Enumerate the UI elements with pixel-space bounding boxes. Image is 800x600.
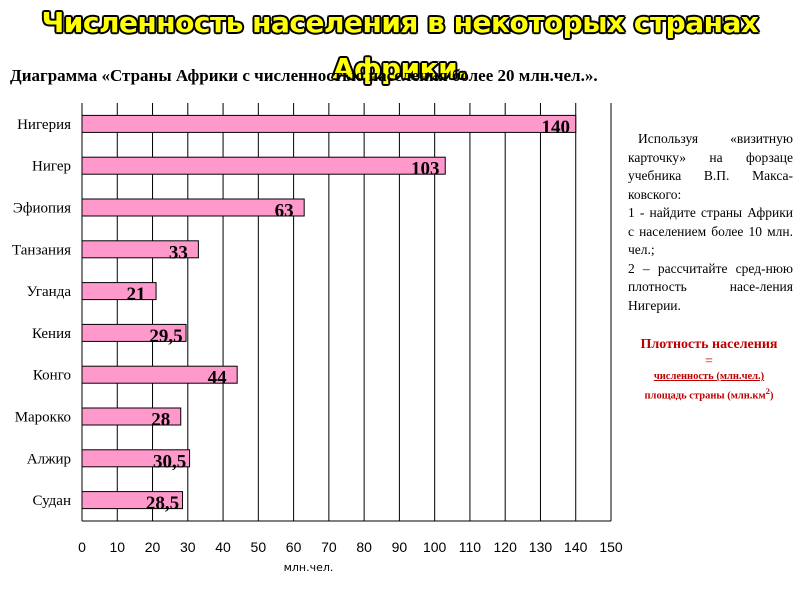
bar	[81, 240, 199, 259]
density-formula: Плотность населения = численность (млн.ч…	[624, 336, 794, 404]
bar	[81, 156, 446, 175]
x-tick-label: 60	[286, 539, 302, 555]
chart-caption: Диаграмма «Страны Африки с численностью …	[10, 66, 598, 85]
x-tick-label: 10	[109, 539, 125, 555]
data-label: 103	[411, 159, 440, 180]
task-panel: Используя «визитную карточку» на форзаце…	[628, 130, 793, 315]
bar	[81, 407, 182, 426]
task-intro: Используя «визитную карточку» на форзаце…	[628, 131, 793, 202]
x-tick-label: 20	[145, 539, 161, 555]
formula-close-paren: )	[770, 390, 774, 402]
category-label: Танзания	[12, 242, 71, 258]
x-tick-label: 0	[78, 539, 86, 555]
category-label: Эфиопия	[13, 201, 71, 217]
x-tick-label: 30	[180, 539, 196, 555]
data-label: 21	[127, 284, 146, 305]
data-label: 29,5	[149, 326, 182, 347]
category-label: Нигер	[32, 159, 71, 175]
bar	[81, 323, 187, 342]
formula-title: Плотность населения	[640, 337, 778, 352]
data-label: 30,5	[153, 451, 186, 472]
bar	[81, 114, 577, 133]
x-tick-label: 40	[215, 539, 231, 555]
x-tick-label: 90	[392, 539, 408, 555]
category-label: Уганда	[27, 284, 72, 300]
bar	[81, 282, 157, 301]
x-tick-label: 80	[356, 539, 372, 555]
data-label: 28	[151, 410, 170, 431]
formula-equals: =	[705, 354, 713, 369]
x-tick-label: 120	[494, 539, 518, 555]
category-label: Алжир	[27, 451, 71, 467]
x-tick-label: 100	[423, 539, 447, 555]
x-tick-label: 110	[459, 539, 482, 555]
category-label: Марокко	[15, 410, 71, 426]
data-label: 63	[275, 201, 294, 222]
bar	[81, 365, 238, 384]
x-tick-label: 150	[599, 539, 623, 555]
formula-denominator-text: площадь страны (млн.км	[644, 390, 766, 402]
bars	[81, 114, 577, 510]
data-label: 28,5	[146, 493, 179, 514]
task-1: 1 - найдите страны Африки с населением б…	[628, 205, 793, 257]
bar	[81, 491, 184, 510]
labels: 0 10 20 30 40 50 60 70 80 90 100 110 120 130 140 150 млн…	[12, 117, 623, 574]
formula-numerator: численность (млн.чел.)	[653, 371, 765, 382]
category-label: Кения	[32, 326, 71, 342]
data-label: 140	[541, 117, 570, 138]
category-label: Конго	[33, 368, 71, 384]
page-title: Численность населения в некоторых страна…	[41, 6, 759, 85]
data-label: 44	[208, 368, 228, 389]
bar	[81, 449, 191, 468]
x-tick-label: 140	[564, 539, 588, 555]
formula-superscript: 2	[765, 386, 770, 396]
x-tick-label: 50	[251, 539, 267, 555]
task-2: 2 – рассчитайте сред-нюю плотность насе-…	[628, 260, 793, 313]
x-axis-label: млн.чел.	[284, 561, 334, 574]
x-tick-label: 130	[529, 539, 553, 555]
data-label: 33	[169, 242, 188, 263]
bar	[81, 198, 305, 217]
x-tick-label: 70	[321, 539, 337, 555]
category-label: Нигерия	[17, 117, 71, 133]
formula-denominator: площадь страны (млн.км2)	[624, 384, 794, 404]
category-label: Судан	[32, 493, 71, 509]
